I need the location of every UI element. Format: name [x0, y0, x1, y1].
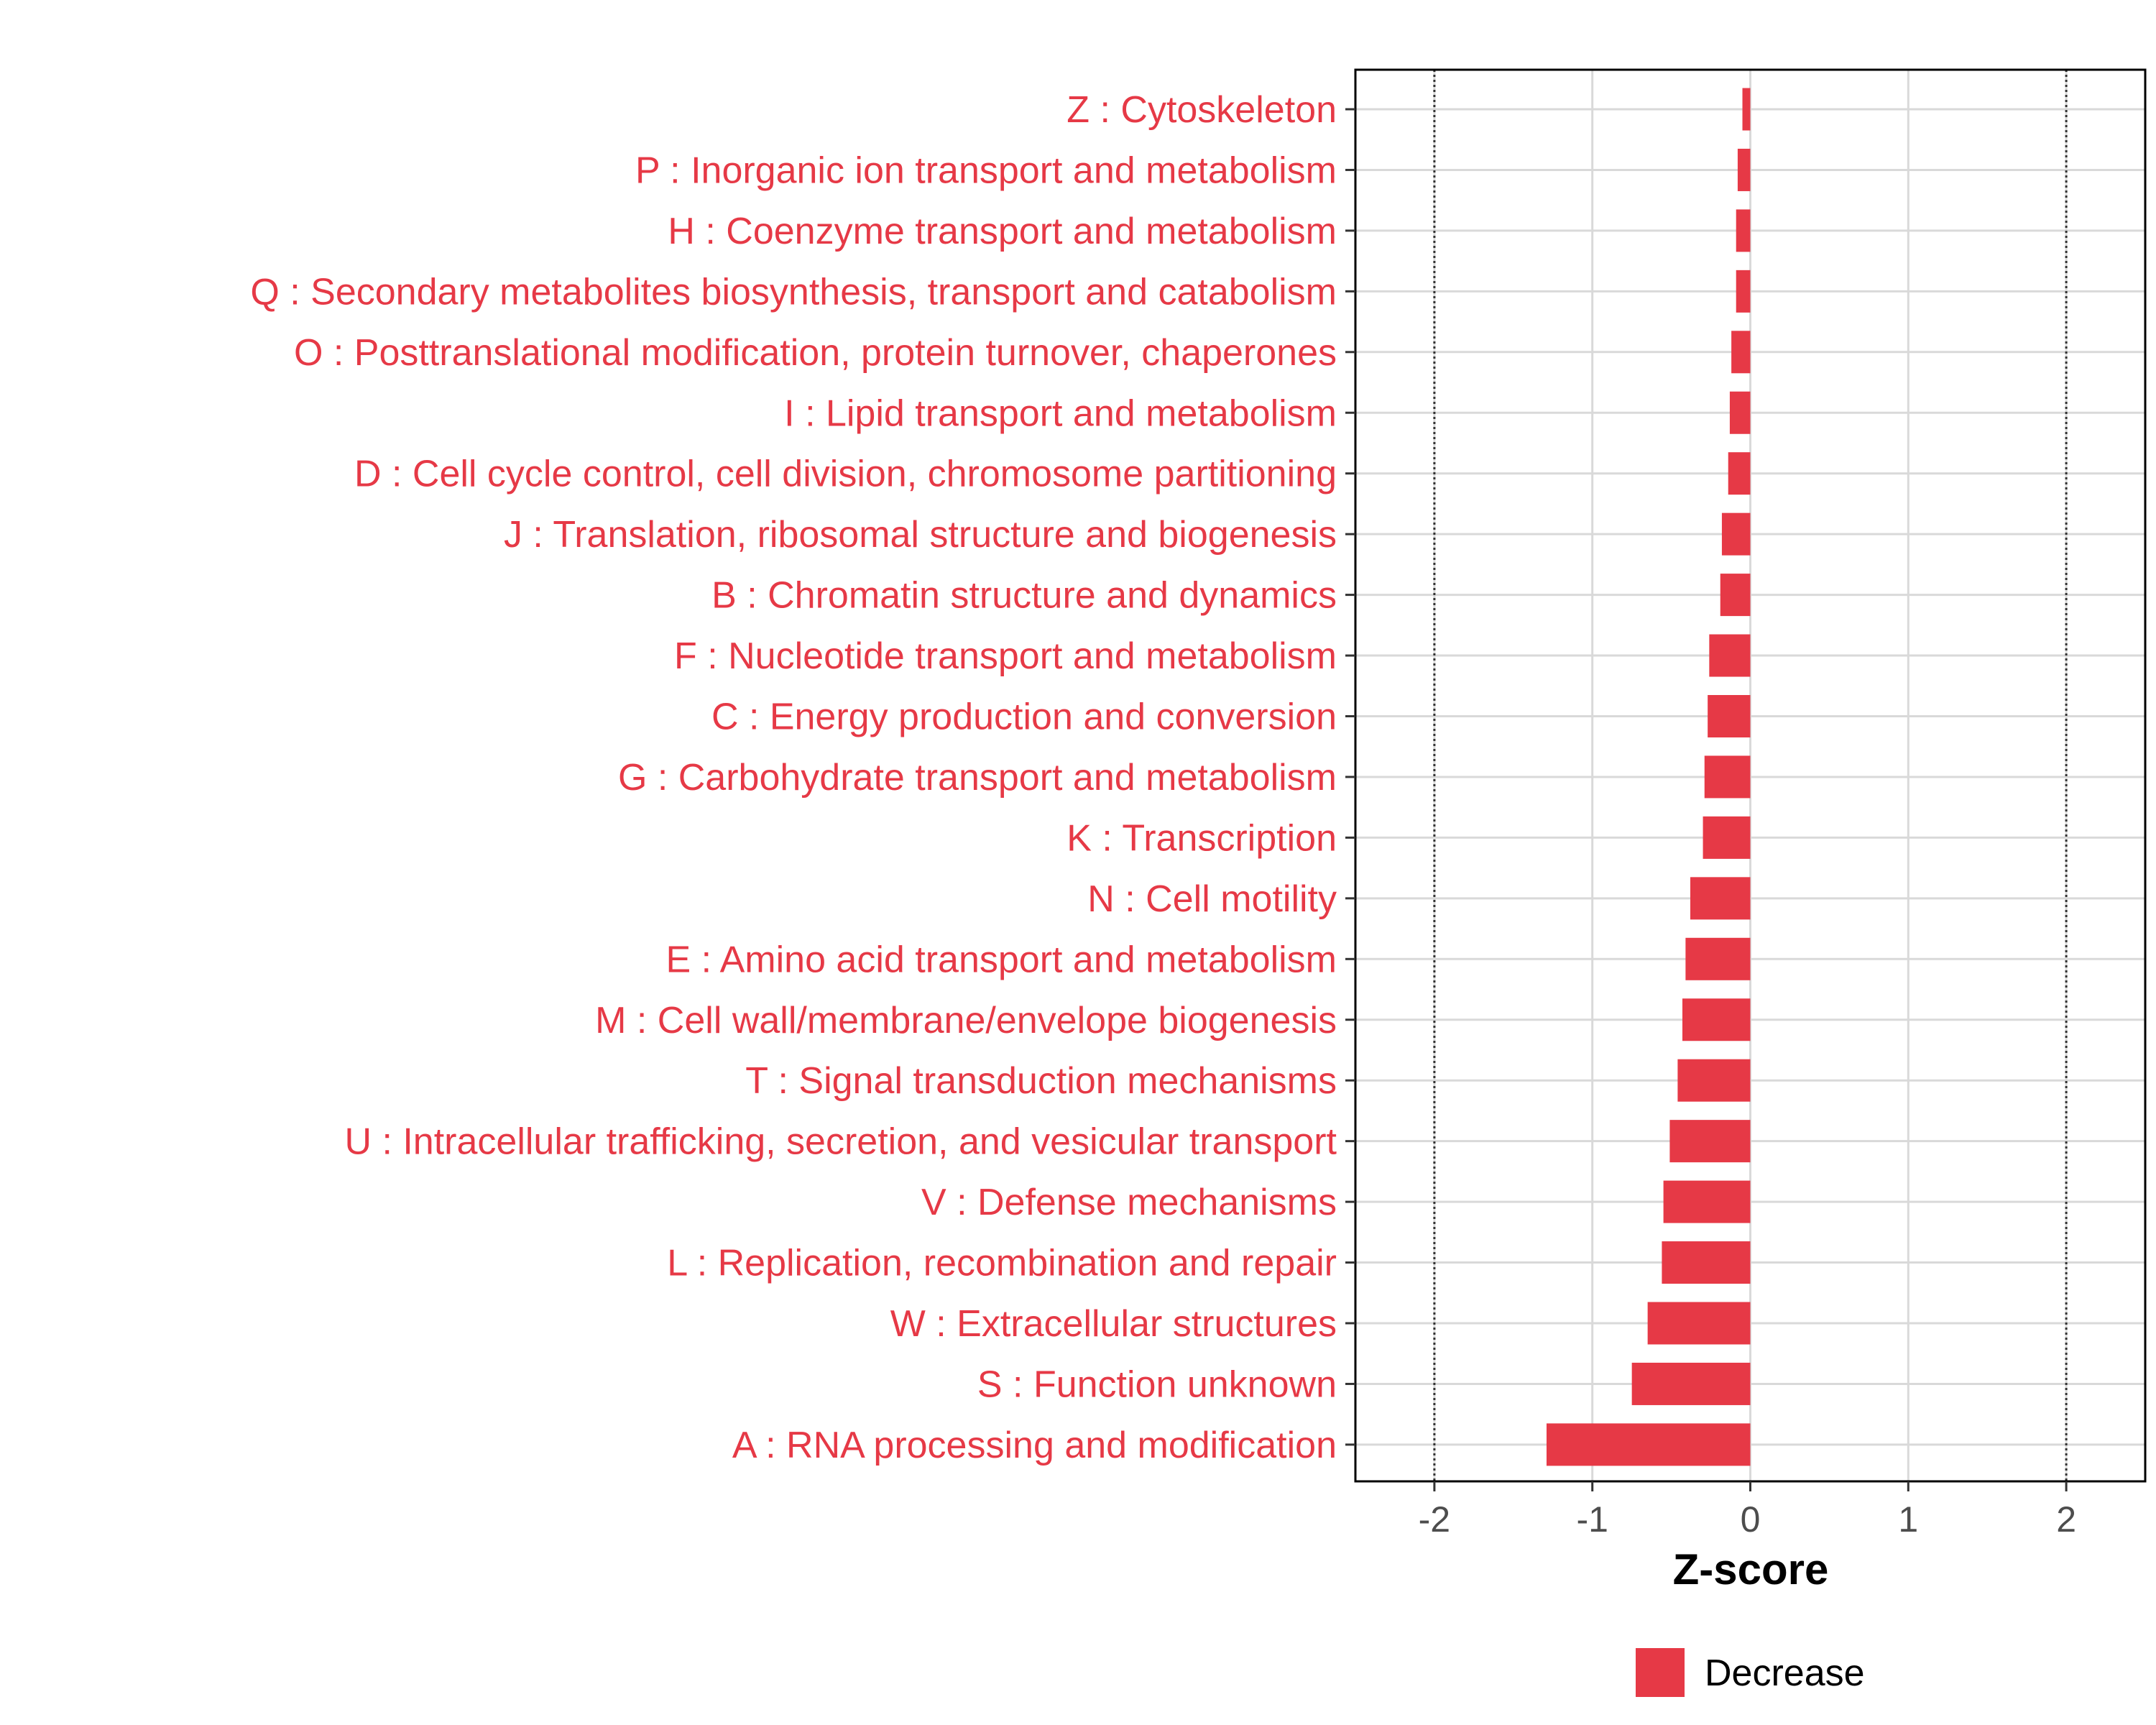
bar-4	[1736, 270, 1751, 313]
x-tick-label: 1	[1898, 1499, 1918, 1540]
bar-23	[1546, 1423, 1751, 1466]
bar-10	[1709, 634, 1751, 677]
x-tick-label: 0	[1741, 1499, 1761, 1540]
y-tick-label: W : Extracellular structures	[890, 1303, 1337, 1345]
bar-11	[1708, 695, 1751, 737]
x-axis-title: Z-score	[1673, 1545, 1829, 1593]
bar-6	[1729, 391, 1751, 434]
x-tick-label: 2	[2056, 1499, 2076, 1540]
legend-swatch-decrease	[1636, 1648, 1685, 1697]
bar-16	[1682, 998, 1751, 1041]
y-tick-label: K : Transcription	[1067, 817, 1337, 859]
y-tick-label: D : Cell cycle control, cell division, c…	[354, 454, 1337, 495]
bar-3	[1736, 209, 1751, 252]
y-tick-label: A : RNA processing and modification	[732, 1425, 1337, 1466]
bar-8	[1721, 512, 1751, 556]
y-tick-label: N : Cell motility	[1087, 878, 1337, 920]
y-tick-label: H : Coenzyme transport and metabolism	[668, 211, 1337, 252]
bar-22	[1631, 1362, 1751, 1405]
y-tick-label: T : Signal transduction mechanisms	[745, 1060, 1337, 1102]
x-tick-label: -2	[1419, 1499, 1450, 1540]
y-tick-label: B : Chromatin structure and dynamics	[711, 575, 1337, 617]
bar-20	[1662, 1241, 1751, 1284]
bar-14	[1690, 877, 1751, 920]
bar-13	[1703, 816, 1751, 859]
legend: Decrease	[1636, 1648, 1865, 1697]
y-tick-label: F : Nucleotide transport and metabolism	[674, 635, 1337, 677]
bar-18	[1669, 1120, 1751, 1163]
y-tick-label: O : Posttranslational modification, prot…	[294, 332, 1337, 374]
y-tick-label: G : Carbohydrate transport and metabolis…	[618, 757, 1337, 799]
legend-label-decrease: Decrease	[1705, 1652, 1865, 1694]
y-tick-label: U : Intracellular trafficking, secretion…	[344, 1121, 1337, 1163]
bar-1	[1742, 88, 1751, 131]
bar-19	[1663, 1180, 1751, 1223]
y-tick-label: Z : Cytoskeleton	[1067, 89, 1337, 131]
bar-15	[1685, 937, 1751, 980]
bar-17	[1677, 1059, 1751, 1102]
y-tick-label: C : Energy production and conversion	[711, 696, 1337, 738]
bar-12	[1704, 755, 1751, 799]
bar-7	[1728, 452, 1751, 495]
y-tick-label: V : Defense mechanisms	[921, 1182, 1337, 1223]
y-tick-label: J : Translation, ribosomal structure and…	[504, 514, 1337, 556]
y-tick-label: P : Inorganic ion transport and metaboli…	[635, 150, 1337, 191]
bar-21	[1647, 1302, 1751, 1345]
x-tick-label: -1	[1576, 1499, 1608, 1540]
bar-2	[1737, 148, 1751, 191]
bar-9	[1720, 574, 1751, 617]
y-tick-label: S : Function unknown	[977, 1363, 1337, 1405]
y-tick-label: Q : Secondary metabolites biosynthesis, …	[250, 271, 1337, 313]
bar-5	[1731, 331, 1751, 374]
y-tick-label: M : Cell wall/membrane/envelope biogenes…	[595, 1000, 1337, 1041]
y-tick-label: I : Lipid transport and metabolism	[784, 392, 1337, 434]
y-tick-label: L : Replication, recombination and repai…	[667, 1243, 1337, 1284]
y-tick-label: E : Amino acid transport and metabolism	[665, 939, 1337, 980]
